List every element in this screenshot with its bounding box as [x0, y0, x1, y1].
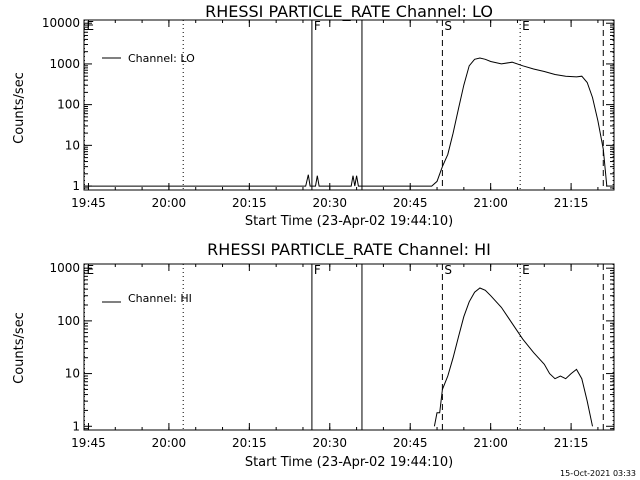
- panel-hi-event-label: E: [86, 263, 94, 277]
- panel-hi-ytick-label: 10: [65, 367, 80, 381]
- timestamp-label: 15-Oct-2021 03:33: [560, 469, 636, 478]
- panel-hi-xlabel: Start Time (23-Apr-02 19:44:10): [245, 455, 453, 470]
- panel-lo-ylabel: Counts/sec: [12, 72, 27, 144]
- panel-lo-xtick-label: 20:00: [152, 196, 187, 210]
- panel-hi-xtick-label: 20:45: [393, 436, 428, 450]
- panel-lo-xtick-label: 20:15: [232, 196, 267, 210]
- panel-lo-event-label: S: [444, 19, 452, 33]
- panel-hi-xtick-label: 21:00: [473, 436, 508, 450]
- panel-hi-xtick-label: 20:15: [232, 436, 267, 450]
- panel-lo-xtick-label: 20:45: [393, 196, 428, 210]
- panel-hi-ytick-label: 1000: [49, 261, 80, 275]
- panel-hi-ytick-label: 100: [57, 314, 80, 328]
- panel-hi-legend-label: Channel: HI: [128, 292, 192, 305]
- panel-hi-ylabel: Counts/sec: [12, 312, 27, 384]
- panel-lo-ytick-label: 100: [57, 98, 80, 112]
- panel-hi-event-label: S: [444, 263, 452, 277]
- panel-hi-event-label: E: [522, 263, 530, 277]
- panel-lo-xtick-label: 19:45: [71, 196, 106, 210]
- panel-lo-ytick-label: 10: [65, 138, 80, 152]
- panel-lo-ytick-label: 10000: [42, 16, 80, 30]
- panel-lo-xlabel: Start Time (23-Apr-02 19:44:10): [245, 214, 453, 229]
- panel-lo-xtick-label: 21:15: [554, 196, 589, 210]
- panel-hi-ytick-label: 1: [72, 419, 80, 433]
- panel-lo-legend-label: Channel: LO: [128, 52, 195, 65]
- panel-lo-ytick-label: 1000: [49, 57, 80, 71]
- panel-hi-xtick-label: 20:00: [152, 436, 187, 450]
- panel-hi-event-label: F: [314, 263, 321, 277]
- panel-lo-xtick-label: 20:30: [312, 196, 347, 210]
- panel-lo-ytick-label: 1: [72, 179, 80, 193]
- panel-lo-event-label: E: [86, 19, 94, 33]
- panel-hi-title: RHESSI PARTICLE_RATE Channel: HI: [207, 240, 491, 260]
- panel-hi-xtick-label: 21:15: [554, 436, 589, 450]
- panel-hi-xtick-label: 20:30: [312, 436, 347, 450]
- panel-lo-xtick-label: 21:00: [473, 196, 508, 210]
- panel-lo-event-label: E: [522, 19, 530, 33]
- panel-hi-xtick-label: 19:45: [71, 436, 106, 450]
- panel-lo-event-label: F: [314, 19, 321, 33]
